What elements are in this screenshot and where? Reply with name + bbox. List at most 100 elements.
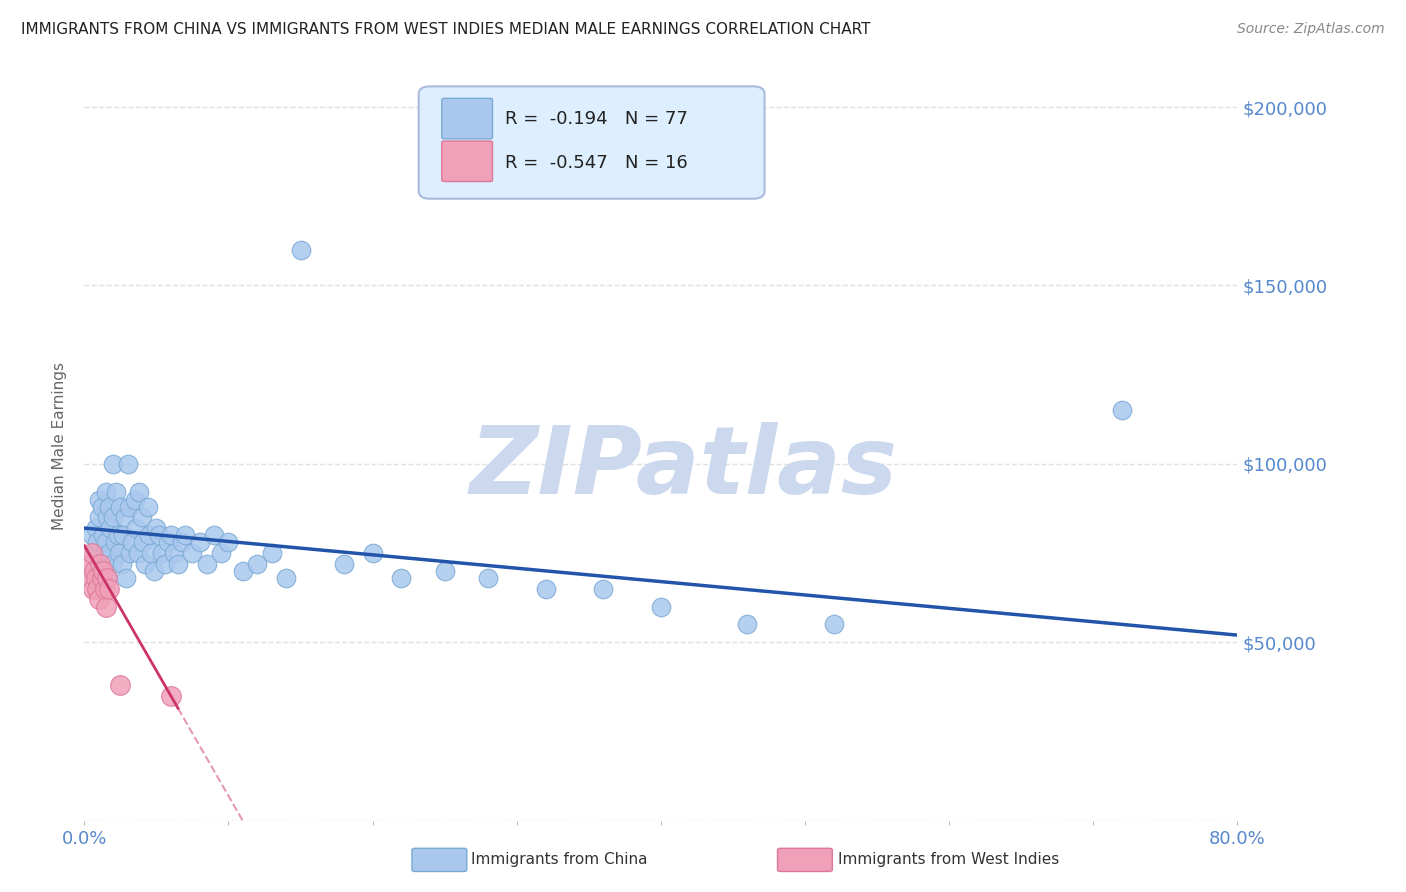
Point: [79, 571, 101, 585]
Point: [202, 528, 225, 542]
Point: [232, 564, 254, 578]
Point: [188, 535, 211, 549]
Point: [148, 528, 170, 542]
Point: [433, 564, 456, 578]
Point: [534, 582, 557, 596]
Text: Immigrants from China: Immigrants from China: [471, 853, 648, 867]
Point: [100, 557, 122, 571]
Point: [276, 571, 298, 585]
Point: [86, 535, 108, 549]
Point: [90, 500, 112, 514]
Point: [110, 678, 132, 692]
Point: [823, 617, 845, 632]
Point: [112, 528, 135, 542]
Point: [90, 571, 112, 585]
Point: [84, 571, 107, 585]
Point: [145, 521, 167, 535]
Point: [103, 457, 124, 471]
Point: [87, 492, 110, 507]
Point: [218, 535, 240, 549]
Text: Immigrants from West Indies: Immigrants from West Indies: [838, 853, 1059, 867]
Point: [181, 546, 204, 560]
Point: [80, 528, 103, 542]
Point: [94, 599, 117, 614]
Point: [153, 557, 176, 571]
Point: [87, 564, 110, 578]
Point: [246, 557, 269, 571]
Point: [93, 582, 115, 596]
Point: [142, 564, 165, 578]
Point: [136, 500, 159, 514]
Text: R =  -0.194   N = 77: R = -0.194 N = 77: [505, 111, 688, 128]
Point: [104, 535, 127, 549]
Point: [77, 557, 100, 571]
Point: [115, 571, 138, 585]
Point: [195, 557, 218, 571]
Point: [87, 510, 110, 524]
Point: [174, 528, 197, 542]
Point: [84, 521, 107, 535]
Point: [160, 528, 183, 542]
Point: [592, 582, 614, 596]
Point: [290, 243, 312, 257]
FancyBboxPatch shape: [419, 87, 765, 199]
Point: [1111, 403, 1133, 417]
Point: [333, 557, 356, 571]
Point: [125, 521, 148, 535]
Point: [96, 571, 118, 585]
Point: [121, 535, 143, 549]
Point: [138, 528, 160, 542]
Point: [91, 528, 114, 542]
Y-axis label: Median Male Earnings: Median Male Earnings: [52, 362, 67, 530]
Point: [98, 521, 121, 535]
Point: [361, 546, 384, 560]
Point: [260, 546, 283, 560]
Point: [118, 500, 141, 514]
Text: Source: ZipAtlas.com: Source: ZipAtlas.com: [1237, 22, 1385, 37]
Point: [111, 557, 134, 571]
Point: [209, 546, 232, 560]
Point: [105, 485, 128, 500]
Point: [114, 510, 136, 524]
Text: IMMIGRANTS FROM CHINA VS IMMIGRANTS FROM WEST INDIES MEDIAN MALE EARNINGS CORREL: IMMIGRANTS FROM CHINA VS IMMIGRANTS FROM…: [21, 22, 870, 37]
Point: [96, 510, 118, 524]
Point: [124, 492, 146, 507]
Point: [103, 510, 124, 524]
Point: [128, 485, 150, 500]
Point: [160, 689, 183, 703]
Point: [172, 535, 194, 549]
Point: [107, 528, 129, 542]
Point: [117, 457, 139, 471]
Text: R =  -0.547   N = 16: R = -0.547 N = 16: [505, 153, 688, 172]
Point: [737, 617, 759, 632]
Point: [163, 546, 186, 560]
Point: [89, 557, 111, 571]
Point: [650, 599, 672, 614]
Text: ZIPatlas: ZIPatlas: [470, 423, 898, 515]
Point: [139, 546, 162, 560]
Point: [477, 571, 499, 585]
Point: [120, 546, 142, 560]
Point: [97, 582, 120, 596]
FancyBboxPatch shape: [441, 98, 492, 139]
Point: [108, 546, 131, 560]
FancyBboxPatch shape: [441, 141, 492, 181]
Point: [97, 546, 120, 560]
Point: [167, 557, 190, 571]
Point: [391, 571, 413, 585]
Point: [97, 500, 120, 514]
Point: [80, 546, 103, 560]
Point: [86, 582, 108, 596]
Point: [87, 592, 110, 607]
Point: [91, 564, 114, 578]
Point: [127, 546, 149, 560]
Point: [83, 546, 105, 560]
Point: [132, 535, 155, 549]
Point: [134, 557, 156, 571]
Point: [131, 510, 153, 524]
Point: [94, 485, 117, 500]
Point: [93, 546, 115, 560]
Point: [150, 546, 173, 560]
Point: [110, 500, 132, 514]
Point: [83, 564, 105, 578]
